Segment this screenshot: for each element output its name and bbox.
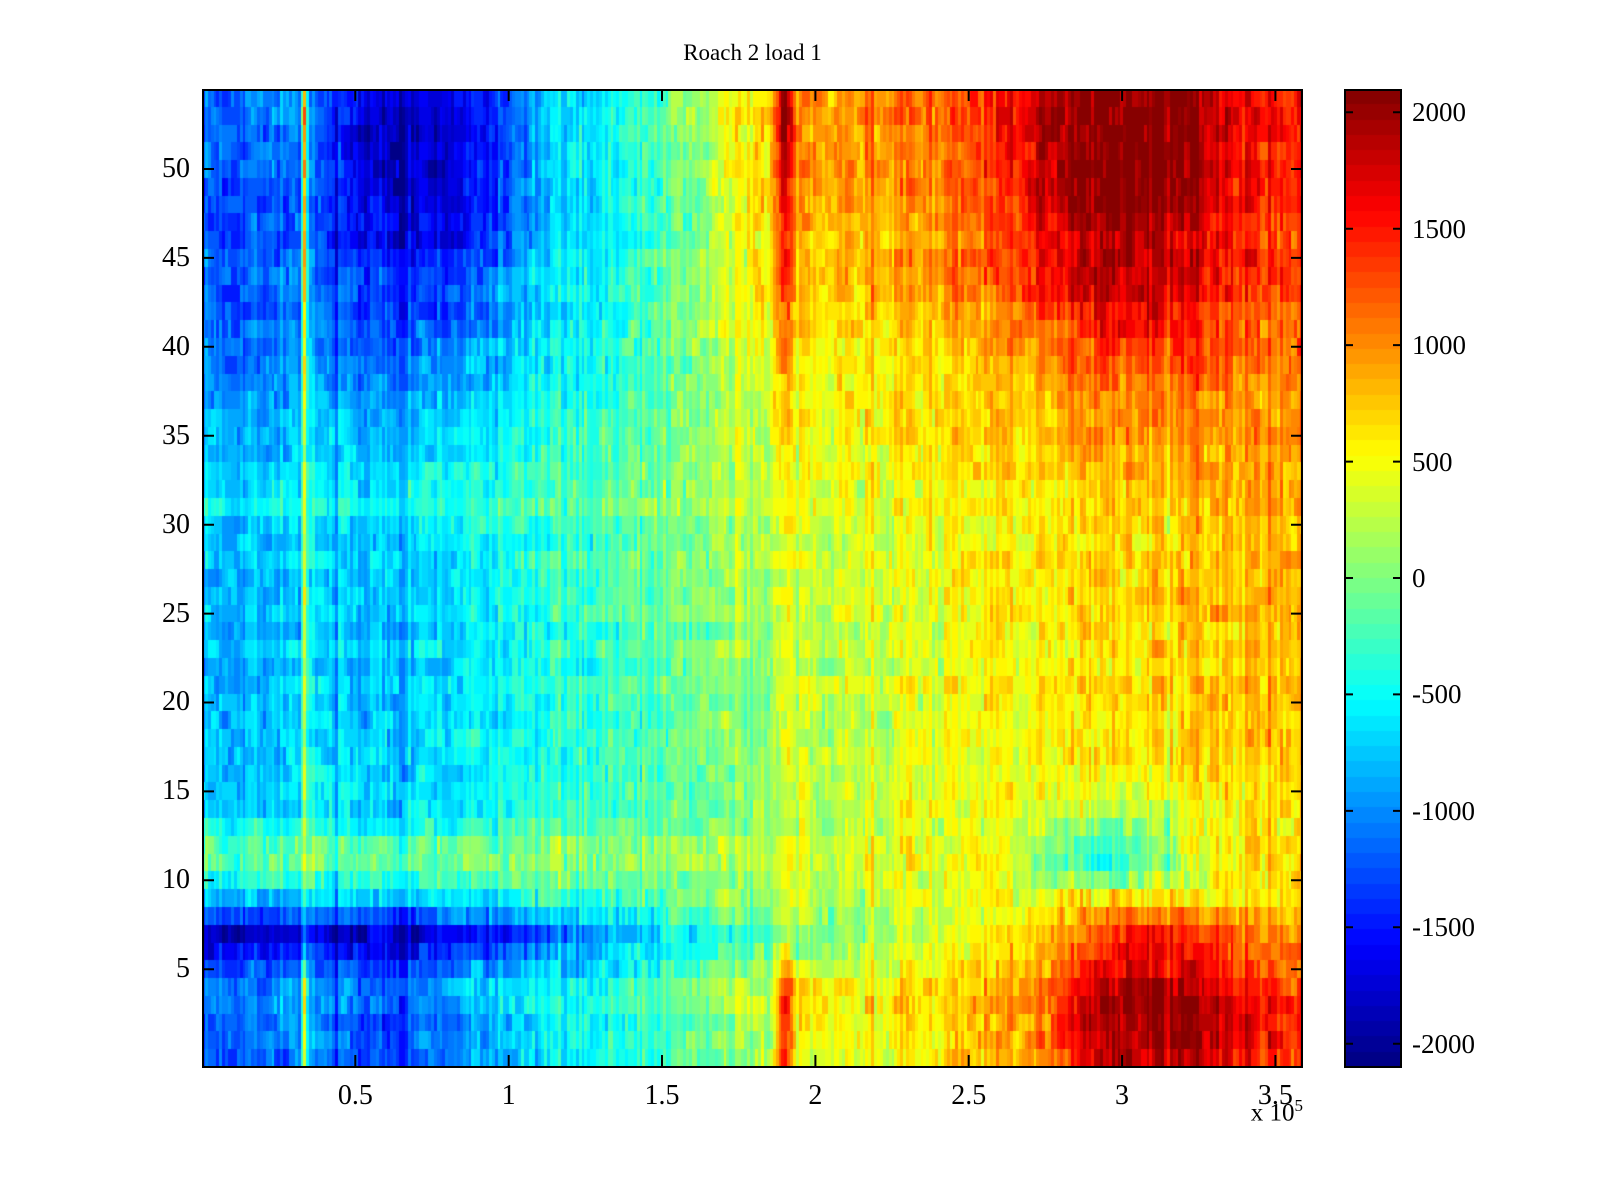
y-tick-label: 25 — [162, 597, 190, 629]
colorbar-tick-label: 1500 — [1412, 213, 1466, 244]
x-tick-label: 2.5 — [951, 1080, 987, 1111]
x-tick-label: 1 — [501, 1080, 516, 1111]
x-tick-label: 2 — [808, 1080, 823, 1111]
colorbar-canvas — [1344, 89, 1402, 1067]
exponent-base: x 10 — [1250, 1099, 1295, 1127]
x-axis-exponent-label: x 105 — [1153, 1096, 1303, 1127]
exponent-power: 5 — [1294, 1096, 1304, 1115]
colorbar-tick-label: 1000 — [1412, 330, 1466, 361]
y-tick-label: 5 — [176, 953, 190, 985]
colorbar-tick-label: -1500 — [1412, 912, 1475, 943]
colorbar-tick-label: -1000 — [1412, 795, 1475, 826]
plot-title: Roach 2 load 1 — [683, 40, 822, 65]
y-tick-label: 20 — [162, 686, 190, 718]
y-tick-label: 15 — [162, 775, 190, 807]
x-tick-label: 3 — [1115, 1080, 1130, 1111]
colorbar-tick-label: 500 — [1412, 446, 1453, 477]
colorbar-tick-label: -500 — [1412, 679, 1462, 710]
heatmap-canvas — [202, 89, 1303, 1067]
y-tick-label: 35 — [162, 419, 190, 451]
y-tick-label: 30 — [162, 508, 190, 540]
colorbar-tick-label: 2000 — [1412, 97, 1466, 128]
y-tick-label: 40 — [162, 330, 190, 362]
colorbar-tick-label: -2000 — [1412, 1028, 1475, 1059]
y-tick-label: 10 — [162, 864, 190, 896]
y-tick-label: 50 — [162, 153, 190, 185]
y-tick-label: 45 — [162, 241, 190, 273]
x-tick-label: 1.5 — [644, 1080, 680, 1111]
x-tick-label: 3.5 — [1257, 1080, 1293, 1111]
x-tick-label: 0.5 — [337, 1080, 373, 1111]
colorbar-tick-label: 0 — [1412, 563, 1426, 593]
